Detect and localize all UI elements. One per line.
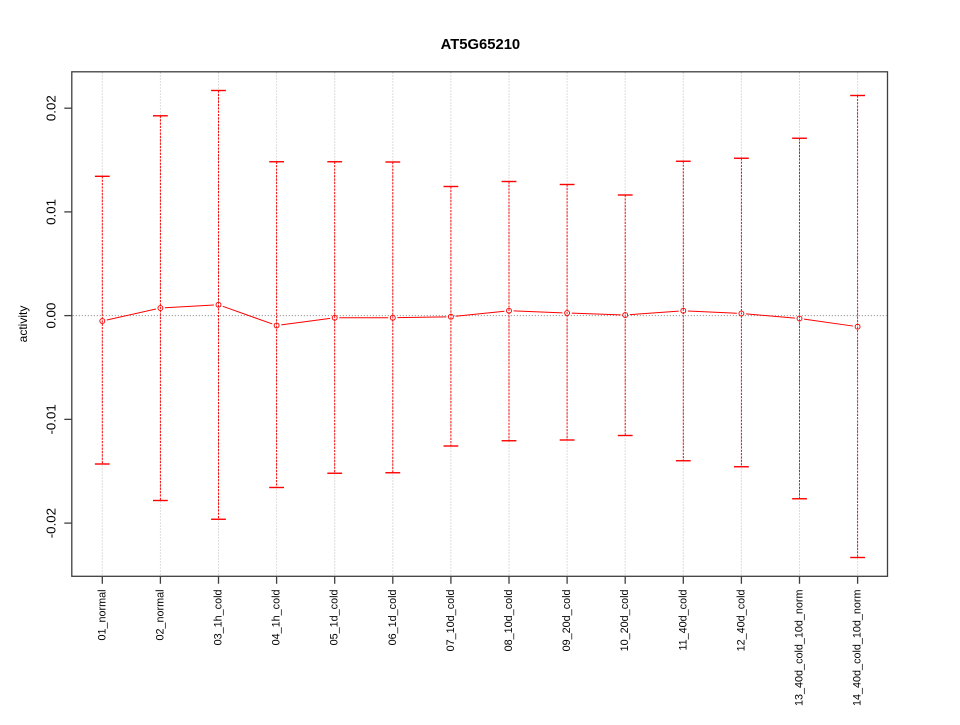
svg-text:11_40d_cold: 11_40d_cold — [677, 590, 689, 651]
svg-text:0.00: 0.00 — [43, 303, 58, 329]
svg-text:10_20d_cold: 10_20d_cold — [619, 590, 631, 652]
svg-text:09_20d_cold: 09_20d_cold — [561, 590, 573, 652]
svg-text:-0.02: -0.02 — [43, 508, 58, 538]
svg-text:0.01: 0.01 — [43, 199, 58, 225]
svg-text:07_10d_cold: 07_10d_cold — [445, 590, 457, 652]
svg-text:12_40d_cold: 12_40d_cold — [735, 590, 747, 652]
svg-text:0.02: 0.02 — [43, 95, 58, 121]
svg-text:06_1d_cold: 06_1d_cold — [387, 590, 399, 646]
svg-text:05_1d_cold: 05_1d_cold — [329, 590, 341, 646]
svg-text:03_1h_cold: 03_1h_cold — [213, 590, 225, 646]
svg-text:14_40d_cold_10d_norm: 14_40d_cold_10d_norm — [852, 590, 864, 706]
svg-text:04_1h_cold: 04_1h_cold — [271, 590, 283, 646]
svg-text:01_normal: 01_normal — [96, 590, 108, 641]
svg-text:-0.01: -0.01 — [43, 404, 58, 434]
svg-text:AT5G65210: AT5G65210 — [441, 37, 521, 53]
svg-text:13_40d_cold_10d_norm: 13_40d_cold_10d_norm — [794, 590, 806, 706]
svg-text:activity: activity — [16, 306, 30, 343]
svg-text:08_10d_cold: 08_10d_cold — [503, 590, 515, 652]
svg-text:02_normal: 02_normal — [154, 590, 166, 641]
